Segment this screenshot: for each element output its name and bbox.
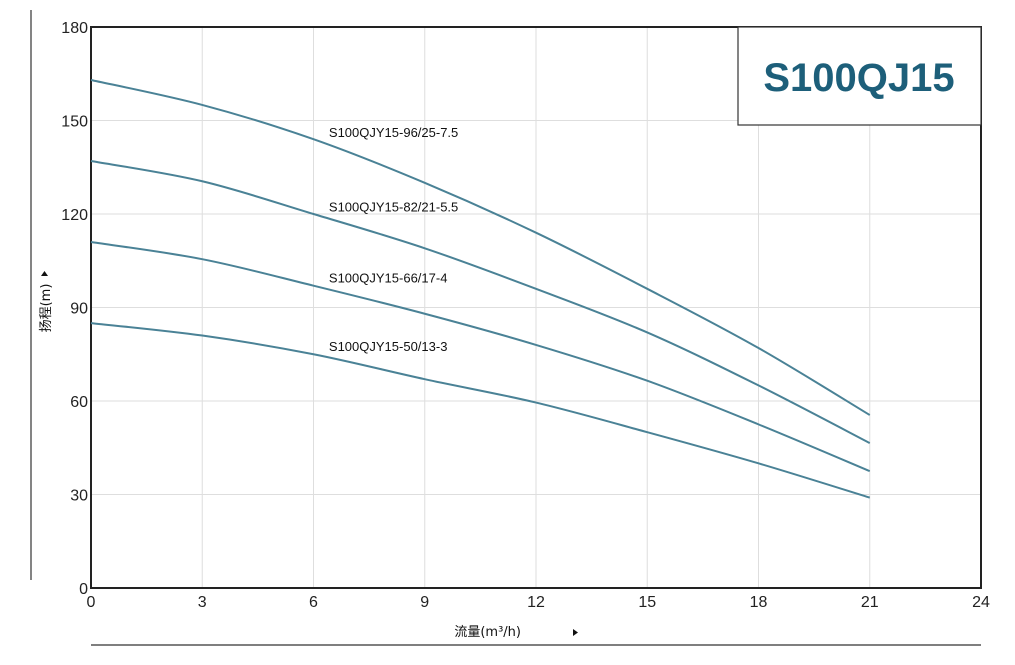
- y-tick-label: 150: [61, 114, 88, 131]
- curve-label-1: S100QJY15-96/25-7.5: [329, 125, 458, 140]
- title-box: [737, 26, 982, 126]
- chart-title: S100QJ15: [763, 56, 954, 100]
- curve-1: [90, 79, 871, 416]
- y-tick-label: 180: [61, 20, 88, 37]
- y-tick-label: 60: [70, 394, 88, 411]
- x-tick-label: 12: [527, 594, 545, 611]
- curve-2: [90, 160, 871, 444]
- y-axis-label: 扬程(m): [39, 284, 54, 333]
- x-tick-label: 18: [750, 594, 768, 611]
- curve-3: [90, 241, 871, 473]
- x-tick-label: 24: [972, 594, 990, 611]
- x-axis-label: 流量(m³/h): [454, 625, 521, 640]
- x-tick-label: 21: [861, 594, 879, 611]
- x-tick-label: 9: [420, 594, 429, 611]
- y-tick-labels: 0 30 60 90 120 150 180: [61, 20, 88, 598]
- curve-label-3: S100QJY15-66/17-4: [329, 271, 448, 286]
- y-axis-arrow-icon: [41, 271, 48, 276]
- y-tick-label: 90: [70, 301, 88, 318]
- y-tick-label: 0: [79, 581, 88, 598]
- x-tick-label: 15: [638, 594, 656, 611]
- x-tick-label: 3: [198, 594, 207, 611]
- plot-frame: [90, 26, 982, 589]
- x-tick-label: 0: [87, 594, 96, 611]
- y-tick-label: 30: [70, 488, 88, 505]
- curve-4: [90, 322, 871, 499]
- x-tick-label: 6: [309, 594, 318, 611]
- x-tick-labels: 0 3 6 9 12 15 18 21 24: [87, 594, 990, 611]
- curves: [90, 79, 871, 499]
- curve-labels: S100QJY15-96/25-7.5 S100QJY15-82/21-5.5 S1…: [329, 125, 458, 354]
- curve-label-4: S100QJY15-50/13-3: [329, 339, 448, 354]
- x-axis-arrow-icon: [573, 629, 578, 636]
- y-tick-label: 120: [61, 207, 88, 224]
- curve-label-2: S100QJY15-82/21-5.5: [329, 199, 458, 214]
